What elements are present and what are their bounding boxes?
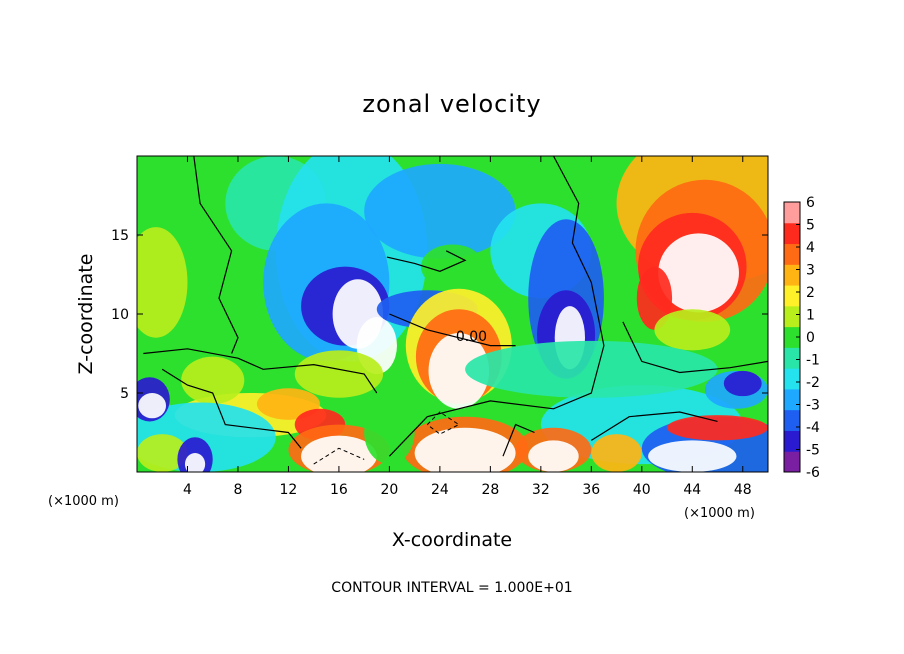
colorbar: 6 5 4 3 2 1 0 -1 -2 -3 -4 -5 -6 xyxy=(783,195,820,481)
colorbar-tick-label: -5 xyxy=(806,443,820,459)
colorbar-tick-label: 4 xyxy=(806,240,815,256)
zero-contour-lines: 0.00 xyxy=(143,156,768,465)
colorbar-tick-label: -6 xyxy=(806,465,820,481)
contour-label: 0.00 xyxy=(456,329,487,345)
field-region xyxy=(301,435,377,472)
x-tick-label: 16 xyxy=(330,482,348,498)
field-region xyxy=(636,266,673,330)
contour-interval-note: CONTOUR INTERVAL = 1.000E+01 xyxy=(331,580,572,596)
y-tick-label: 5 xyxy=(120,386,129,402)
colorbar-swatch xyxy=(784,326,800,348)
field-region xyxy=(256,388,320,420)
field-region xyxy=(137,227,188,338)
x-tick-label: 32 xyxy=(532,482,550,498)
field-region xyxy=(465,340,718,398)
colorbar-tick-label: 6 xyxy=(806,195,815,211)
x-tick-label: 44 xyxy=(683,482,701,498)
field-region xyxy=(364,163,516,259)
colorbar-swatch xyxy=(784,368,800,390)
field-region xyxy=(364,400,415,465)
zero-contour xyxy=(622,321,768,374)
colorbar-swatch xyxy=(784,222,800,245)
field-region xyxy=(428,332,490,409)
field-region xyxy=(528,440,579,472)
x-axis: 4 8 12 16 20 24 28 32 36 40 44 48 xyxy=(183,156,752,498)
field-region xyxy=(137,434,188,472)
x-unit-label-right: (×1000 m) xyxy=(684,506,755,521)
colorbar-swatch xyxy=(784,243,800,265)
colorbar-swatch xyxy=(784,264,800,286)
colorbar-swatch xyxy=(784,285,800,307)
field-region xyxy=(184,453,206,472)
colorbar-tick-label: -2 xyxy=(806,375,820,391)
colorbar-swatch xyxy=(784,430,800,452)
colorbar-tick-label: 2 xyxy=(806,285,815,301)
x-tick-label: 20 xyxy=(380,482,398,498)
field-region xyxy=(723,370,762,397)
x-tick-label: 8 xyxy=(233,482,242,498)
colorbar-tick-label: 0 xyxy=(806,330,815,346)
zero-contour xyxy=(193,156,239,354)
y-axis: 5 10 15 xyxy=(111,228,768,402)
x-tick-label: 36 xyxy=(582,482,600,498)
zero-contour xyxy=(143,348,378,394)
chart-title: zonal velocity xyxy=(362,90,541,118)
colorbar-swatch xyxy=(784,388,800,411)
zero-contour xyxy=(502,423,535,457)
zero-contour xyxy=(161,368,302,449)
velocity-field xyxy=(137,156,768,472)
zero-contour xyxy=(388,156,605,457)
field-region xyxy=(420,244,485,289)
colorbar-swatch xyxy=(784,451,800,473)
x-tick-label: 48 xyxy=(734,482,752,498)
colorbar-tick-label: -3 xyxy=(806,398,820,414)
colorbar-swatch xyxy=(784,409,800,431)
zero-contour xyxy=(389,313,516,347)
colorbar-tick-label: 3 xyxy=(806,263,815,279)
x-tick-label: 24 xyxy=(431,482,449,498)
colorbar-tick-label: -4 xyxy=(806,420,820,436)
field-region xyxy=(654,309,731,351)
y-tick-label: 10 xyxy=(111,307,129,323)
field-region xyxy=(414,427,516,472)
field-region xyxy=(138,393,167,419)
dashed-contour xyxy=(313,447,365,465)
x-axis-label: X-coordinate xyxy=(392,529,512,551)
x-tick-label: 4 xyxy=(183,482,192,498)
zero-contour xyxy=(590,411,718,441)
field-region xyxy=(667,415,768,441)
field-region xyxy=(181,356,245,405)
field-region xyxy=(648,440,737,472)
x-tick-label: 40 xyxy=(633,482,651,498)
field-region xyxy=(591,434,642,472)
dashed-contour xyxy=(426,411,460,435)
x-tick-label: 28 xyxy=(481,482,499,498)
y-axis-label: Z-coordinate xyxy=(75,254,97,375)
x-unit-label-left: (×1000 m) xyxy=(48,494,119,509)
x-tick-label: 12 xyxy=(280,482,298,498)
colorbar-tick-label: -1 xyxy=(806,353,820,369)
colorbar-swatch xyxy=(784,305,800,328)
plot-area: 0.00 xyxy=(136,155,769,473)
zero-contour xyxy=(386,250,467,272)
field-region xyxy=(658,233,739,313)
colorbar-tick-label: 1 xyxy=(806,308,815,324)
y-tick-label: 15 xyxy=(111,228,129,244)
colorbar-tick-label: 5 xyxy=(806,218,815,234)
colorbar-swatch xyxy=(784,347,800,369)
field-region xyxy=(294,350,384,398)
colorbar-swatch xyxy=(784,202,800,224)
